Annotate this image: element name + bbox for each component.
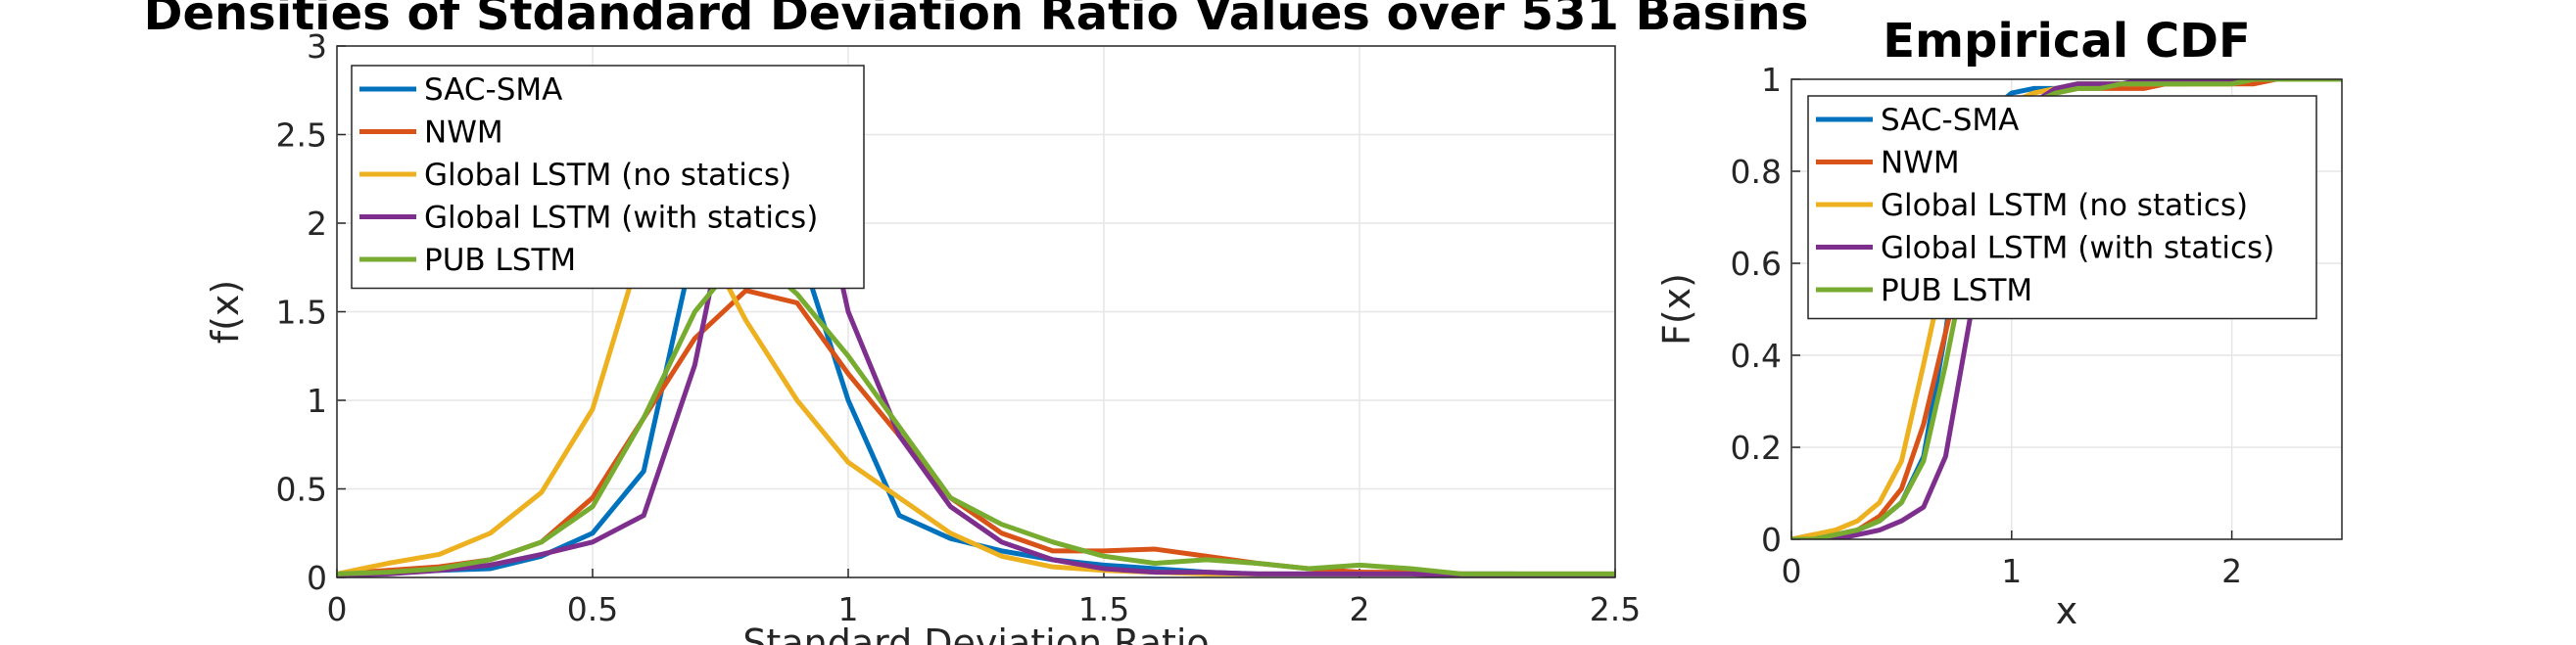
x-axis-label: x — [2056, 589, 2078, 632]
y-tick-label: 3 — [307, 27, 327, 66]
legend-box — [351, 65, 865, 290]
series-group — [337, 78, 1615, 577]
y-tick-label: 1 — [1761, 61, 1782, 99]
y-tick-label: 1 — [307, 382, 327, 420]
y-tick-label: 0.2 — [1731, 429, 1782, 467]
y-tick-label: 2 — [307, 205, 327, 243]
axes-box — [1790, 78, 2343, 540]
series-line — [1791, 79, 2342, 539]
legend-label: Global LSTM (with statics) — [1881, 231, 2274, 266]
x-tick-label: 0 — [1782, 552, 1802, 590]
y-tick-label: 2.5 — [276, 116, 327, 155]
legend-label: SAC-SMA — [1881, 103, 2019, 138]
x-tick-label: 0 — [327, 590, 348, 628]
chart: 0 0.2 0.4 0.6 0.8 1 0 1 2 Empirical CDF x F(x) SAC-S… — [1655, 14, 2343, 632]
series-group — [1791, 79, 2342, 539]
legend-label: Global LSTM (with statics) — [424, 201, 818, 236]
x-axis-label: Standard Deviation Ratio — [742, 622, 1209, 645]
x-tick-label: 1.5 — [1078, 590, 1129, 628]
legend-label: Global LSTM (no statics) — [424, 158, 791, 193]
y-tick-label: 0 — [1761, 521, 1782, 559]
chart-title: Empirical CDF — [1883, 14, 2251, 69]
x-tick-label: 2 — [2221, 552, 2242, 590]
y-tick-label: 0.8 — [1731, 153, 1782, 191]
y-axis-label: F(x) — [1655, 273, 1698, 346]
y-tick-label: 0.6 — [1731, 245, 1782, 283]
legend-label: NWM — [1881, 146, 1960, 181]
legend-box — [1807, 95, 2317, 320]
series-line — [337, 247, 1615, 576]
x-tick-label: 1 — [838, 590, 859, 628]
x-tick-label: 2.5 — [1590, 590, 1641, 628]
series-line — [337, 78, 1615, 577]
y-tick-label: 0.4 — [1731, 337, 1782, 375]
series-line — [1791, 79, 2342, 539]
legend-label: PUB LSTM — [424, 243, 576, 278]
x-tick-label: 2 — [1350, 590, 1370, 628]
legend: SAC-SMA NWM Global LSTM (no statics) Global… — [351, 65, 865, 290]
x-tick-label: 0.5 — [567, 590, 618, 628]
y-axis-label: f(x) — [204, 280, 247, 345]
legend-label: PUB LSTM — [1881, 273, 2032, 308]
y-tick-label: 0.5 — [276, 471, 327, 509]
y-tick-label: 1.5 — [276, 294, 327, 332]
axes-box — [336, 45, 1616, 578]
chart: 0 0.5 1 1.5 2 2.5 3 0 0.5 1 1.5 2 2.5 Densities of St… — [144, 0, 1809, 645]
x-tick-label: 1 — [2001, 552, 2022, 590]
legend-label: NWM — [424, 115, 503, 151]
legend: SAC-SMA NWM Global LSTM (no statics) Global… — [1807, 95, 2317, 320]
chart-title: Densities of Stdandard Deviation Ratio V… — [144, 0, 1809, 41]
y-tick-label: 0 — [307, 559, 327, 597]
legend-label: SAC-SMA — [424, 72, 562, 108]
legend-label: Global LSTM (no statics) — [1881, 188, 2248, 223]
